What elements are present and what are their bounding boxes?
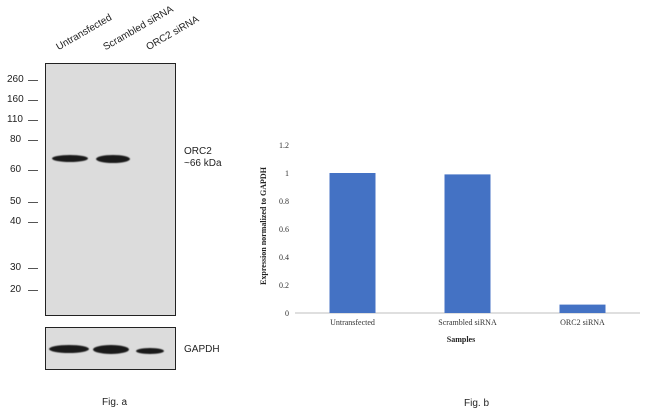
x-category-label: ORC2 siRNA <box>560 318 605 327</box>
marker-30: 30 <box>10 262 22 273</box>
marker-tick-110 <box>28 120 38 121</box>
gapdh-band-lane-1 <box>49 345 89 353</box>
marker-50: 50 <box>10 196 22 207</box>
y-tick-label: 1 <box>285 169 289 178</box>
y-tick-label: 0.6 <box>279 225 289 234</box>
marker-tick-20 <box>28 290 38 291</box>
marker-tick-50 <box>28 202 38 203</box>
y-tick-label: 0.4 <box>279 253 289 262</box>
marker-260: 260 <box>7 74 24 85</box>
marker-tick-30 <box>28 268 38 269</box>
marker-40: 40 <box>10 216 22 227</box>
gapdh-band-lane-2 <box>93 345 129 354</box>
marker-tick-60 <box>28 170 38 171</box>
orc2-band-lane-1 <box>52 155 88 162</box>
bar-2 <box>559 304 606 313</box>
marker-80: 80 <box>10 134 22 145</box>
marker-20: 20 <box>10 284 22 295</box>
y-tick-label: 0.2 <box>279 281 289 290</box>
marker-tick-160 <box>28 100 38 101</box>
fig-a-caption: Fig. a <box>102 397 128 408</box>
main-blot-membrane <box>45 63 176 316</box>
x-category-label: Untransfected <box>330 318 375 327</box>
gapdh-blot-membrane <box>45 327 176 370</box>
gapdh-band-lane-3 <box>136 348 164 354</box>
y-axis-title: Expression normalized to GAPDH <box>259 166 268 285</box>
y-tick-label: 1.2 <box>279 141 289 150</box>
x-axis-title: Samples <box>447 335 475 344</box>
bar-0 <box>329 173 376 313</box>
y-tick-label: 0.8 <box>279 197 289 206</box>
marker-tick-80 <box>28 140 38 141</box>
loading-control-label: GAPDH <box>184 344 220 355</box>
x-category-label: Scrambled siRNA <box>438 318 497 327</box>
marker-tick-260 <box>28 80 38 81</box>
marker-tick-40 <box>28 222 38 223</box>
marker-110: 110 <box>7 114 23 125</box>
y-tick-label: 0 <box>285 309 289 318</box>
target-label-size: ~66 kDa <box>184 158 222 169</box>
target-label-name: ORC2 <box>184 146 212 157</box>
marker-60: 60 <box>10 164 22 175</box>
bar-1 <box>444 174 491 313</box>
orc2-band-lane-2 <box>96 155 130 163</box>
fig-b-caption: Fig. b <box>464 398 490 409</box>
marker-160: 160 <box>7 94 24 105</box>
